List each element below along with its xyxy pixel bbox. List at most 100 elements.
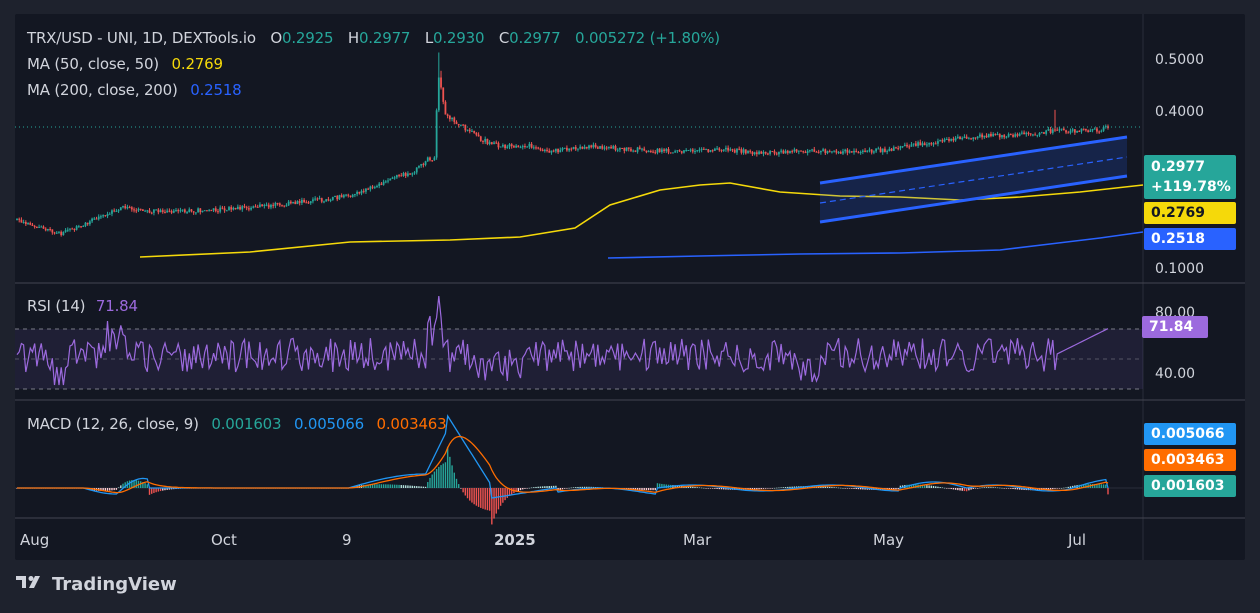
candle-body bbox=[433, 157, 436, 161]
macd-hist-bar bbox=[131, 480, 133, 488]
candle-body bbox=[954, 137, 957, 141]
candle-body bbox=[378, 183, 381, 186]
candle-body bbox=[318, 198, 321, 200]
macd-hist-bar bbox=[636, 488, 639, 490]
candle-body bbox=[409, 173, 412, 175]
macd-hist-bar bbox=[144, 483, 146, 488]
macd-hist-bar bbox=[663, 484, 665, 488]
candle-body bbox=[221, 207, 224, 209]
close-value: 0.2977 bbox=[509, 29, 561, 47]
candle-body bbox=[519, 147, 522, 149]
macd-hist-value: 0.001603 bbox=[211, 415, 282, 433]
candle-body bbox=[696, 150, 699, 152]
macd-hist-bar bbox=[583, 486, 586, 488]
candle-body bbox=[524, 146, 526, 148]
candle-body bbox=[539, 148, 542, 150]
candle-body bbox=[455, 121, 458, 125]
macd-hist-bar bbox=[367, 484, 369, 488]
candle-body bbox=[1102, 127, 1105, 131]
macd-hist-bar bbox=[963, 488, 966, 492]
candle-body bbox=[1107, 126, 1109, 129]
candle-body bbox=[992, 133, 995, 137]
candle-body bbox=[563, 147, 566, 149]
candle-body bbox=[517, 145, 520, 148]
candle-body bbox=[214, 208, 217, 212]
candle-body bbox=[709, 150, 712, 152]
candle-body bbox=[1082, 128, 1085, 130]
candle-body bbox=[188, 209, 191, 213]
macd-hist-bar bbox=[764, 488, 767, 489]
macd-line-value: 0.005066 bbox=[293, 415, 364, 433]
macd-hist-bar bbox=[168, 488, 171, 490]
candle-body bbox=[1009, 134, 1012, 136]
macd-hist-bar bbox=[647, 488, 650, 491]
candle-body bbox=[508, 144, 511, 147]
macd-hist-bar bbox=[475, 488, 478, 506]
x-tick-may: May bbox=[873, 531, 905, 549]
candle-body bbox=[24, 222, 27, 225]
macd-hist-bar bbox=[493, 488, 495, 519]
macd-hist-bar bbox=[453, 472, 455, 488]
candle-body bbox=[347, 194, 350, 196]
candle-body bbox=[758, 151, 760, 155]
candle-body bbox=[1058, 129, 1061, 131]
macd-hist-bar bbox=[901, 485, 904, 488]
candle-body bbox=[888, 148, 891, 152]
macd-hist-bar bbox=[1100, 484, 1103, 488]
macd-hist-bar bbox=[855, 488, 857, 490]
chart-area[interactable] bbox=[15, 14, 1245, 560]
candle-body bbox=[676, 150, 679, 152]
macd-hist-bar bbox=[519, 488, 522, 491]
candle-body bbox=[479, 136, 482, 141]
candle-body bbox=[762, 151, 765, 154]
candle-body bbox=[411, 173, 414, 175]
candle-body bbox=[923, 143, 926, 146]
macd-hist-bar bbox=[999, 487, 1001, 489]
macd-hist-bar bbox=[1107, 488, 1109, 495]
candle-body bbox=[870, 149, 873, 153]
macd-hist-bar bbox=[650, 488, 652, 491]
candle-body bbox=[510, 144, 513, 147]
candle-body bbox=[570, 148, 573, 150]
macd-hist-bar bbox=[979, 487, 981, 489]
macd-hist-bar bbox=[961, 488, 963, 491]
macd-hist-bar bbox=[899, 485, 902, 488]
candle-body bbox=[1025, 132, 1028, 135]
macd-hist-bar bbox=[910, 484, 913, 488]
candle-body bbox=[952, 138, 955, 141]
macd-hist-bar bbox=[981, 487, 983, 489]
macd-hist-bar bbox=[153, 488, 155, 493]
candle-body bbox=[495, 142, 498, 144]
candle-body bbox=[305, 202, 308, 204]
candle-body bbox=[281, 205, 283, 207]
candle-body bbox=[16, 218, 18, 220]
macd-hist-bar bbox=[793, 486, 796, 488]
candle-body bbox=[33, 225, 36, 227]
macd-hist-bar bbox=[630, 488, 632, 490]
candle-body bbox=[42, 226, 45, 229]
candle-body bbox=[557, 148, 559, 153]
macd-hist-bar bbox=[1058, 488, 1061, 489]
candle-body bbox=[1071, 129, 1074, 131]
candle-body bbox=[868, 149, 871, 151]
candle-body bbox=[484, 138, 487, 142]
macd-hist-bar bbox=[559, 488, 561, 490]
candle-body bbox=[727, 147, 730, 151]
macd-hist-bar bbox=[943, 487, 946, 489]
candle-body bbox=[60, 231, 63, 236]
candle-body bbox=[833, 150, 836, 152]
tradingview-footer[interactable]: TradingView bbox=[16, 574, 177, 595]
candle-body bbox=[579, 146, 582, 149]
macd-hist-bar bbox=[791, 486, 793, 488]
x-tick-9: 9 bbox=[342, 531, 352, 549]
macd-hist-bar bbox=[369, 484, 372, 488]
macd-hist-bar bbox=[895, 488, 897, 490]
candle-body bbox=[890, 148, 893, 151]
candle-body bbox=[654, 152, 657, 154]
candle-body bbox=[153, 209, 155, 213]
candle-body bbox=[113, 210, 116, 212]
candle-body bbox=[144, 210, 146, 212]
macd-hist-bar bbox=[398, 484, 400, 488]
candle-body bbox=[744, 149, 747, 154]
